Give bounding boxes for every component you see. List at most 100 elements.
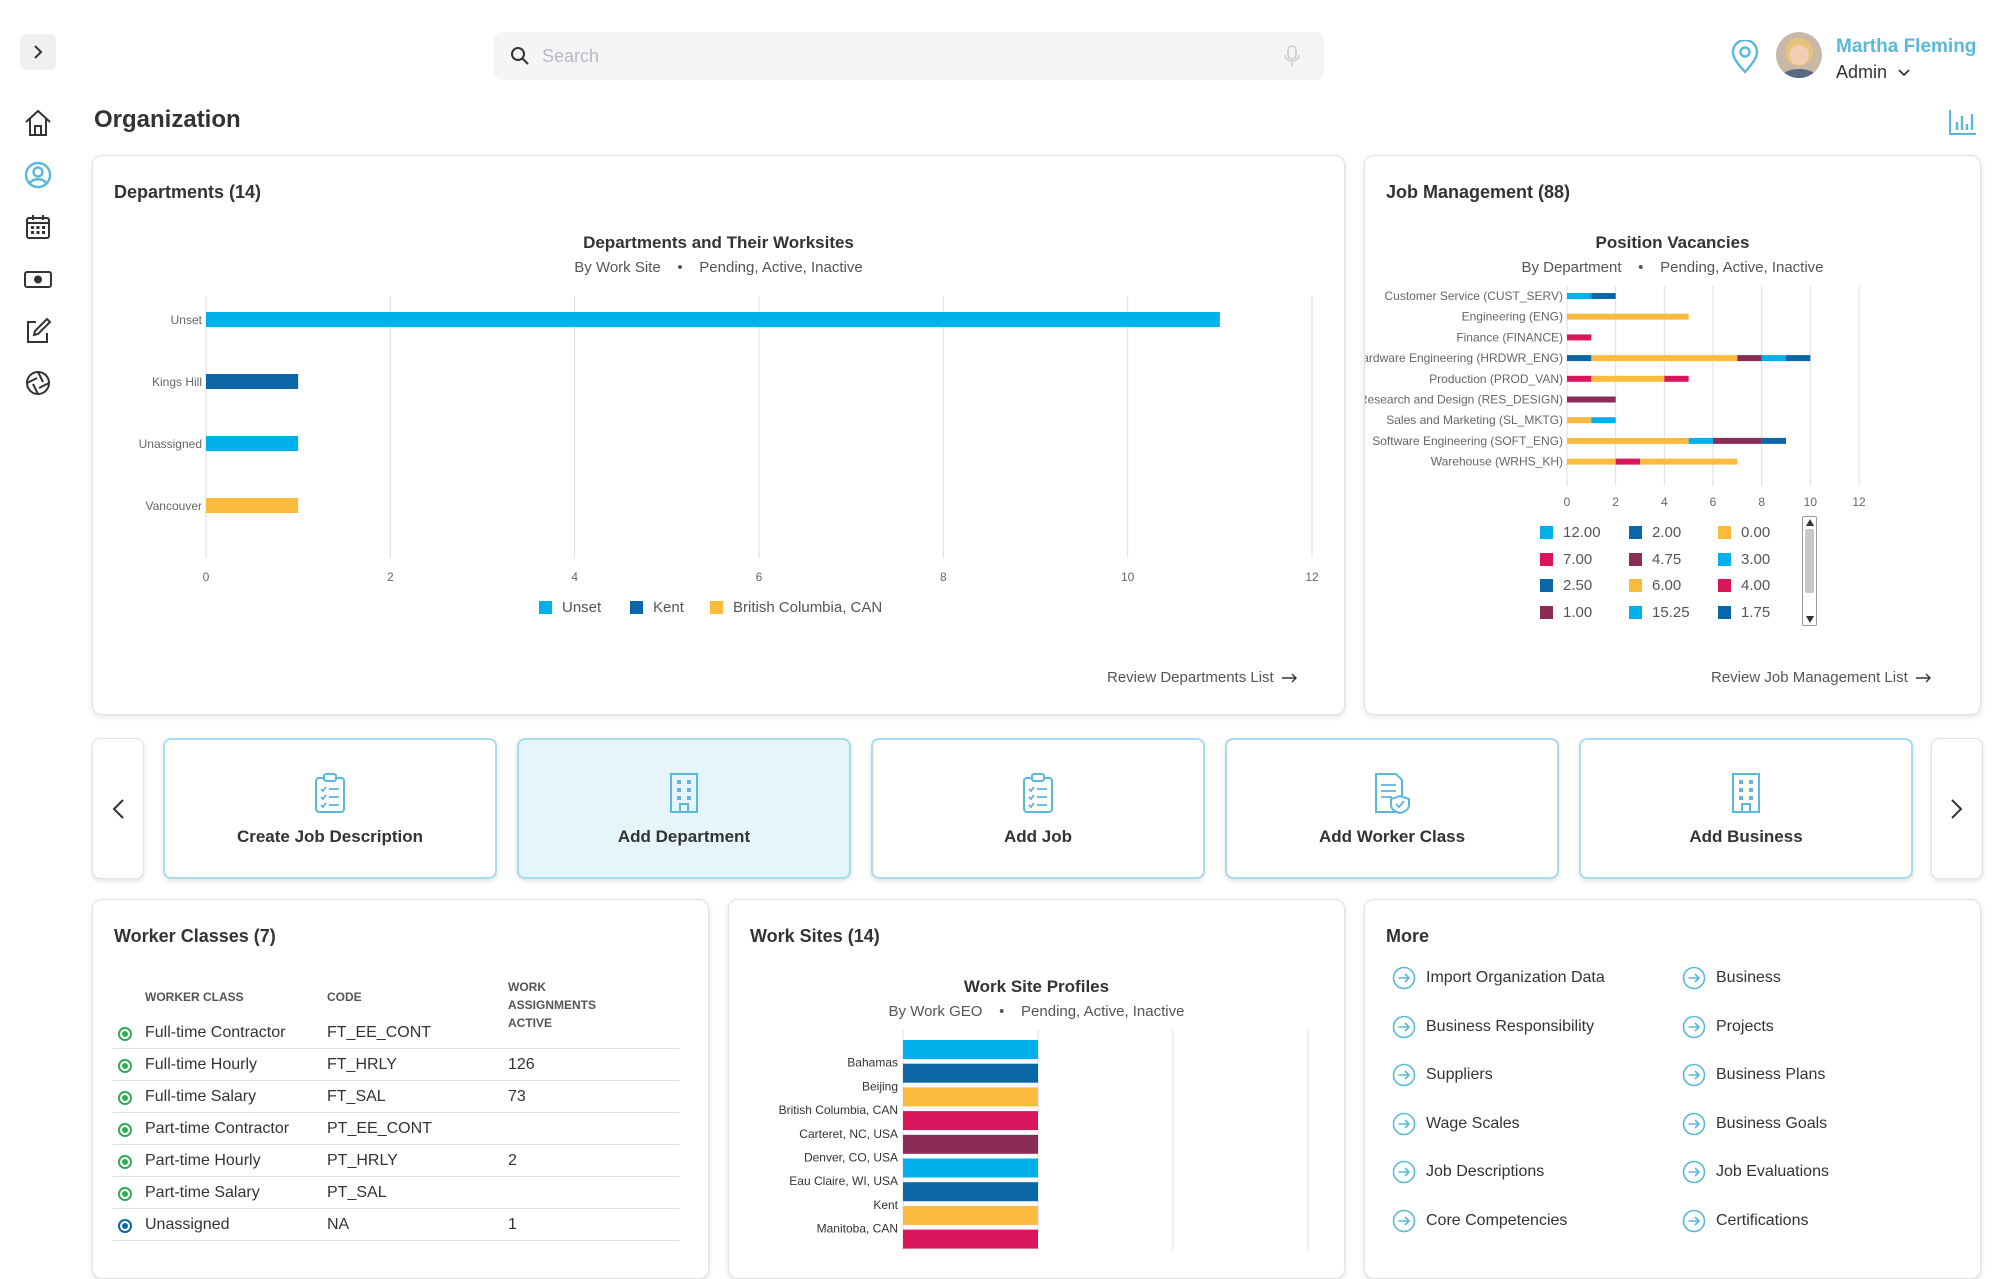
building-icon [1732,773,1760,813]
worker-class-active: 2 [508,1152,517,1169]
search-icon [511,47,529,65]
edit-icon[interactable] [19,312,57,350]
bar-segment [1567,396,1616,403]
legend-item: 15.25 [1629,604,1690,621]
action-label: Add Job [1004,827,1072,846]
more-link-label: Suppliers [1426,1066,1493,1083]
more-title: More [1386,926,1430,946]
departments-card: Departments (14) Departments and Their W… [92,155,1345,715]
home-icon[interactable] [19,104,57,142]
column-header[interactable]: CODE [327,990,362,1004]
bar-segment [1786,355,1811,362]
y-tick-label: Production (PROD_VAN) [1429,372,1563,386]
more-link[interactable]: Suppliers [1392,1063,1493,1087]
chevron-right-icon [34,45,43,59]
more-link[interactable]: Business Responsibility [1392,1015,1594,1039]
arrow-circle-right-icon [1682,1015,1706,1038]
table-row[interactable]: Unassigned NA 1 [113,1209,679,1241]
expand-sidebar-button[interactable] [20,34,56,70]
more-link-label: Job Descriptions [1426,1163,1545,1180]
bar [206,498,299,513]
table-row[interactable]: Part-time Contractor PT_EE_CONT [113,1113,679,1145]
chart-subtitle: By Work Site • Pending, Active, Inactive [574,259,863,276]
money-icon[interactable] [19,260,57,298]
more-link[interactable]: Job Evaluations [1682,1160,1829,1184]
bar [903,1111,1038,1131]
location-pin-icon[interactable] [1730,40,1760,74]
status-icon [118,1187,132,1201]
more-link[interactable]: Business [1682,966,1781,990]
x-tick-label: 4 [571,570,578,584]
legend-item: British Columbia, CAN [710,599,882,616]
bar-chart-icon[interactable] [1948,108,1978,136]
more-link[interactable]: Wage Scales [1392,1112,1520,1136]
document-shield-icon [1375,773,1410,814]
add-business-button[interactable]: Add Business [1579,738,1913,879]
review-departments-link[interactable]: Review Departments List [1107,669,1298,686]
bar-segment [1567,334,1592,341]
microphone-icon[interactable] [1284,44,1300,68]
y-tick-label: Customer Service (CUST_SERV) [1385,289,1564,303]
calendar-icon[interactable] [19,208,57,246]
bar [903,1158,1038,1178]
legend-item: Kent [630,599,684,616]
review-job-management-link[interactable]: Review Job Management List [1711,669,1932,686]
more-link[interactable]: Projects [1682,1015,1774,1039]
y-tick-label: Manitoba, CAN [817,1222,898,1236]
bar [206,312,1220,327]
column-header[interactable]: WORKER CLASS [145,990,244,1004]
bar-segment [1640,458,1738,465]
user-role-dropdown[interactable]: Admin [1836,62,1911,83]
table-row[interactable]: Full-time Salary FT_SAL 73 [113,1081,679,1113]
carousel-prev-button[interactable] [92,738,144,879]
worker-classes-title: Worker Classes (7) [114,926,276,946]
chevron-left-icon [112,798,124,819]
table-row[interactable]: Full-time Hourly FT_HRLY 126 [113,1049,679,1081]
search-input[interactable] [542,45,1262,67]
scroll-thumb[interactable] [1805,529,1814,593]
avatar[interactable] [1776,32,1822,78]
carousel-next-button[interactable] [1931,738,1983,879]
user-name[interactable]: Martha Fleming [1836,36,1977,57]
more-link[interactable]: Core Competencies [1392,1209,1567,1233]
x-tick-label: 6 [756,570,763,584]
more-link[interactable]: Import Organization Data [1392,966,1605,990]
y-tick-label: Research and Design (RES_DESIGN) [1365,393,1563,407]
more-link[interactable]: Business Goals [1682,1112,1827,1136]
job-management-title: Job Management (88) [1386,182,1571,202]
legend-scrollbar[interactable] [1802,516,1817,626]
x-tick-label: 4 [1661,495,1668,509]
add-department-button[interactable]: Add Department [517,738,851,879]
more-link[interactable]: Certifications [1682,1209,1808,1233]
add-job-button[interactable]: Add Job [871,738,1205,879]
user-profile-icon[interactable] [19,156,57,194]
clipboard-list-icon [1023,773,1053,813]
legend-item: Unset [539,599,601,616]
column-header[interactable]: WORK ASSIGNMENTS ACTIVE [508,980,597,1030]
table-row[interactable]: Part-time Hourly PT_HRLY 2 [113,1145,679,1177]
work-site-profiles-chart: Bahamas Beijing British Columbia, CAN Carte… [779,1030,1309,1250]
legend-item: 2.50 [1540,577,1592,594]
y-tick-label: Warehouse (WRHS_KH) [1431,455,1563,469]
worker-class-code: PT_EE_CONT [327,1120,432,1137]
y-tick-label: Denver, CO, USA [804,1151,898,1165]
departments-title: Departments (14) [114,182,262,202]
more-link[interactable]: Business Plans [1682,1063,1825,1087]
bar [903,1063,1038,1083]
arrow-circle-right-icon [1682,966,1706,990]
worker-class-active: 73 [508,1088,526,1105]
work-sites-card: Work Sites (14) Work Site Profiles By Wo… [728,899,1345,1279]
aperture-icon[interactable] [19,364,57,402]
chart-subtitle: By Department • Pending, Active, Inactiv… [1521,259,1824,276]
create-job-description-button[interactable]: Create Job Description [163,738,497,879]
chart-subtitle-right: Pending, Active, Inactive [699,259,863,276]
add-worker-class-button[interactable]: Add Worker Class [1225,738,1559,879]
bar-segment [1567,458,1616,465]
chart-subtitle-left: By Work Site [574,259,661,276]
more-link[interactable]: Job Descriptions [1392,1160,1544,1184]
table-row[interactable]: Full-time Contractor FT_EE_CONT [113,1017,679,1049]
arrow-down-icon[interactable] [1806,616,1814,623]
arrow-up-icon[interactable] [1806,519,1814,526]
table-row[interactable]: Part-time Salary PT_SAL [113,1177,679,1209]
arrow-circle-right-icon [1682,1209,1706,1232]
